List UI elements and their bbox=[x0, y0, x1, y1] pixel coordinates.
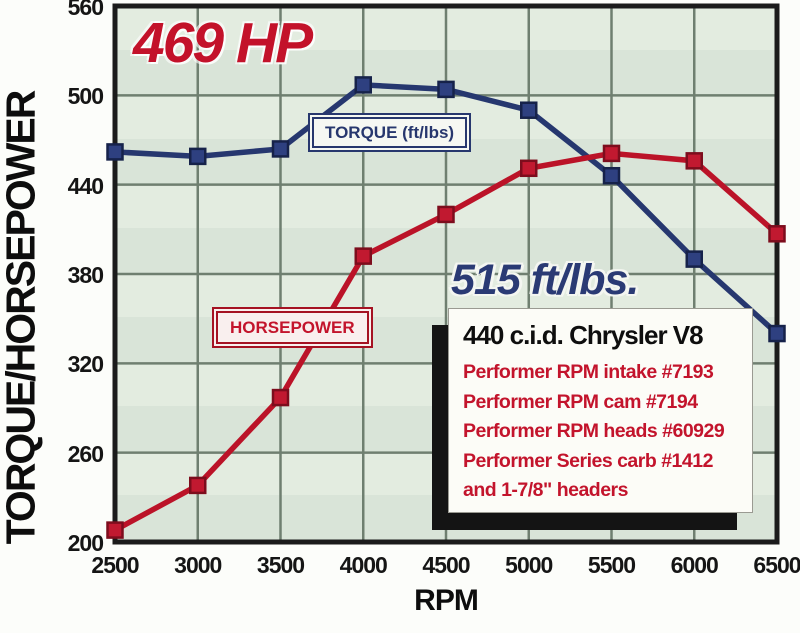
y-axis-title: TORQUE/HORSEPOWER bbox=[0, 91, 44, 545]
x-axis-title: RPM bbox=[414, 584, 479, 617]
x-tick-label: 5000 bbox=[505, 552, 553, 578]
x-tick-label: 6000 bbox=[670, 552, 719, 578]
engine-part-line: and 1-7/8" headers bbox=[463, 479, 629, 501]
y-tick-label: 200 bbox=[67, 530, 104, 556]
y-tick-label: 260 bbox=[67, 440, 104, 467]
y-tick-label: 500 bbox=[67, 83, 104, 110]
horsepower-data-marker bbox=[106, 521, 124, 539]
plot-area bbox=[106, 3, 786, 545]
torque-data-marker bbox=[685, 250, 703, 268]
x-tick-label: 3500 bbox=[256, 552, 305, 578]
x-tick-label: 3000 bbox=[174, 552, 222, 578]
torque-data-marker bbox=[602, 166, 621, 185]
x-tick-label: 4000 bbox=[339, 552, 388, 578]
engine-parts-list: Performer RPM intake #7193 Performer RPM … bbox=[463, 358, 744, 506]
horsepower-data-marker bbox=[685, 152, 703, 170]
horsepower-data-marker bbox=[189, 476, 207, 495]
engine-part-line: Performer RPM heads #60929 bbox=[463, 420, 725, 442]
engine-info-box: 440 c.i.d. Chrysler V8 Performer RPM int… bbox=[448, 308, 753, 513]
horsepower-data-marker bbox=[354, 247, 372, 265]
x-tick-label: 5500 bbox=[587, 552, 636, 578]
y-tick-label: 560 bbox=[67, 0, 104, 20]
y-tick-label: 320 bbox=[67, 351, 104, 378]
horsepower-data-marker bbox=[271, 388, 290, 407]
y-tick-label: 440 bbox=[67, 172, 104, 199]
torque-data-marker bbox=[520, 101, 538, 119]
peak-torque-annotation: 515 ft/lbs. bbox=[451, 256, 639, 304]
horsepower-data-marker bbox=[520, 159, 538, 178]
horsepower-data-marker bbox=[437, 205, 455, 224]
plot-border bbox=[112, 3, 780, 545]
peak-horsepower-annotation: 469 HP bbox=[133, 11, 313, 75]
torque-data-marker bbox=[768, 324, 786, 343]
engine-part-line: Performer Series carb #1412 bbox=[463, 449, 713, 472]
engine-part-line: Performer RPM cam #7194 bbox=[463, 390, 698, 413]
y-tick-label: 380 bbox=[67, 262, 104, 288]
x-tick-label: 2500 bbox=[91, 552, 139, 578]
torque-data-marker bbox=[106, 143, 124, 161]
engine-title: 440 c.i.d. Chrysler V8 bbox=[463, 320, 704, 350]
engine-part-line: Performer RPM intake #7193 bbox=[463, 361, 714, 383]
torque-series-label: TORQUE (ft/lbs) bbox=[312, 117, 468, 148]
torque-data-marker bbox=[354, 76, 372, 94]
x-tick-label: 6500 bbox=[753, 552, 800, 578]
torque-data-marker bbox=[437, 80, 455, 99]
horsepower-series-label: HORSEPOWER bbox=[216, 311, 369, 344]
x-tick-label: 4500 bbox=[422, 552, 470, 578]
horsepower-data-marker bbox=[768, 225, 786, 243]
torque-data-marker bbox=[189, 147, 207, 166]
horsepower-data-marker bbox=[602, 144, 621, 163]
torque-data-marker bbox=[271, 140, 290, 158]
